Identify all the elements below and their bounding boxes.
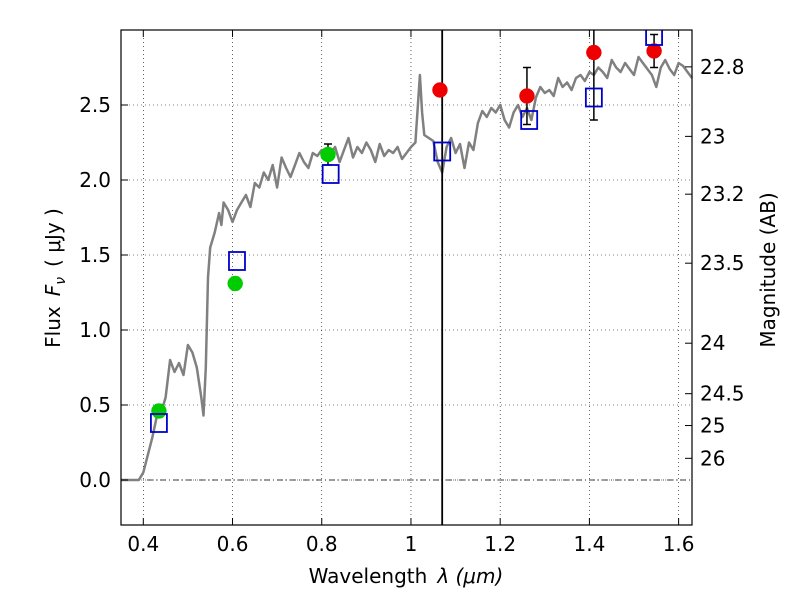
model-photometry-square bbox=[321, 164, 340, 184]
observed-photometry-point bbox=[320, 146, 336, 163]
y-tick-label: 0.5 bbox=[79, 393, 111, 417]
x-tick-label: 1.2 bbox=[484, 532, 516, 556]
model-photometry-square bbox=[584, 87, 603, 108]
model-photometry-square bbox=[228, 251, 246, 271]
magnitude-ticks: 22.8 23 23.2 23.5 24 24.5 25 26 bbox=[685, 55, 745, 470]
plot-frame bbox=[120, 29, 693, 526]
magnitude-tick-label: 24 bbox=[700, 331, 725, 355]
observed-photometry-point bbox=[646, 43, 662, 59]
y-ticks: 0.0 0.5 1.0 1.5 2.0 2.5 bbox=[79, 93, 128, 492]
observed-photometry-point bbox=[227, 275, 243, 292]
model-photometry-square bbox=[645, 30, 663, 46]
magnitude-tick-label: 23 bbox=[700, 124, 725, 148]
model-spectrum bbox=[121, 55, 693, 482]
y-tick-label: 1.5 bbox=[79, 243, 111, 267]
magnitude-tick-label: 23.2 bbox=[700, 182, 745, 206]
x-ticks: 0.4 0.6 0.8 1 1.2 1.4 1.6 bbox=[127, 30, 695, 556]
x-tick-label: 0.6 bbox=[217, 532, 249, 556]
magnitude-tick-label: 22.8 bbox=[700, 55, 745, 79]
x-tick-label: 0.8 bbox=[306, 532, 338, 556]
x-tick-label: 0.4 bbox=[127, 532, 159, 556]
magnitude-tick-label: 24.5 bbox=[700, 382, 745, 406]
magnitude-tick-label: 26 bbox=[700, 446, 725, 470]
x-tick-label: 1.6 bbox=[663, 532, 695, 556]
x-tick-label: 1 bbox=[405, 532, 418, 556]
y-tick-label: 1.0 bbox=[79, 318, 111, 342]
magnitude-axis-title: Magnitude (AB) bbox=[756, 192, 780, 347]
observed-photometry-point bbox=[586, 44, 602, 61]
model-photometry-square bbox=[433, 141, 452, 162]
x-axis-title: Wavelength λ (μm) bbox=[309, 564, 504, 588]
grid bbox=[121, 30, 692, 525]
y-tick-label: 2.5 bbox=[79, 93, 111, 117]
model-photometry-square bbox=[150, 413, 168, 433]
observed-photometry-point bbox=[519, 88, 535, 104]
y-axis-title: FluxFν( μJy ) bbox=[41, 208, 69, 348]
y-tick-label: 0.0 bbox=[79, 468, 111, 492]
photometry-points bbox=[150, 30, 663, 433]
observed-photometry-point bbox=[151, 403, 167, 419]
magnitude-tick-label: 25 bbox=[700, 414, 725, 438]
y-tick-label: 2.0 bbox=[79, 168, 111, 192]
model-spectrum-line bbox=[121, 55, 693, 482]
x-tick-label: 1.4 bbox=[573, 532, 605, 556]
magnitude-tick-label: 23.5 bbox=[700, 251, 745, 275]
model-photometry-square bbox=[520, 110, 539, 130]
observed-photometry-point bbox=[432, 82, 448, 98]
